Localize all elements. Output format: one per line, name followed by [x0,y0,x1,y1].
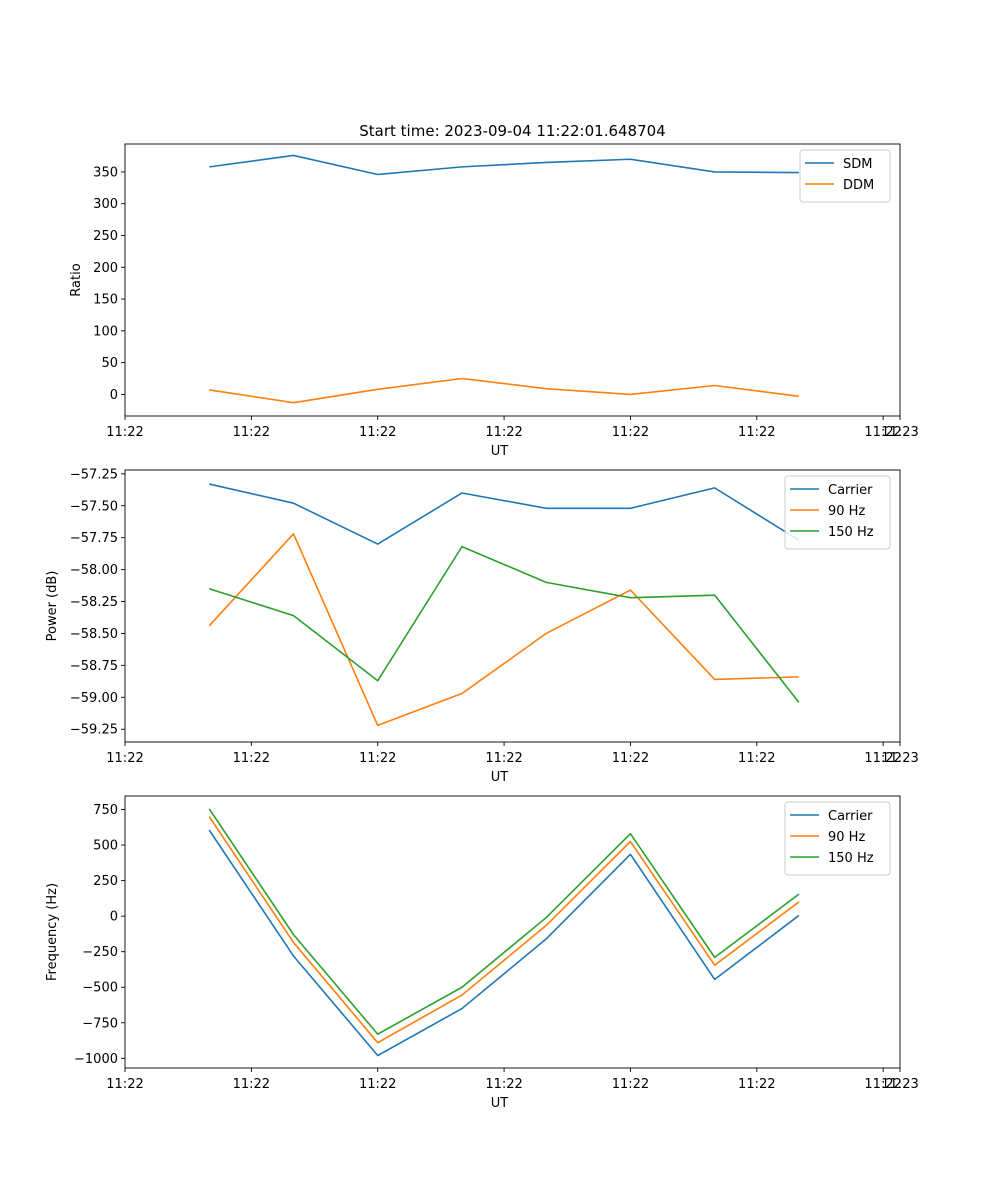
y-tick-label: −59.00 [70,691,118,706]
y-tick-label: −58.00 [70,563,118,578]
x-tick-label: 11:22 [612,1077,649,1092]
chart-panel-2: 11:22 11:22 11:22 11:22 11:22 11:22 11:2211:23… [45,467,919,785]
chart-panel-1: 11:22 11:22 11:22 11:22 11:22 11:22 11:2211:23… [69,143,919,459]
y-tick-label: 750 [93,803,118,818]
x-tick-label: 11:22 [864,751,901,766]
legend: Carrier 90 Hz 150 Hz [784,801,891,876]
y-tick-label: 250 [93,229,118,244]
x-tick-label: 11:22 [485,751,522,766]
x-tick-label: 11:22 [738,751,775,766]
x-tick-label: 11:22 [359,1077,396,1092]
legend-label: SDM [843,157,872,172]
x-tick-label: 11:22 [612,751,649,766]
series-line-ddm [209,377,800,404]
y-tick-label: 0 [110,910,118,925]
x-tick-label: 11:23 [881,751,918,766]
x-tick-label: 11:22 [612,425,649,440]
x-tick-label: 11:22 [233,751,270,766]
x-tick-label: 11:22 [106,751,143,766]
y-tick-label: −750 [82,1016,118,1031]
x-axis-label: UT [491,770,509,785]
x-tick-label: 11:22 [864,425,901,440]
series-line-90-hz [208,816,800,1044]
y-tick-label: −59.25 [70,723,118,738]
series-line-150-hz [208,808,800,1035]
series-line-90-hz [208,533,799,727]
legend: Carrier 90 Hz 150 Hz [784,475,891,550]
x-tick-label: 11:23 [881,1077,918,1092]
y-tick-label: −1000 [74,1052,118,1067]
y-tick-label: 350 [93,165,118,180]
y-tick-label: −250 [82,945,118,960]
x-tick-label: 11:22 [485,425,522,440]
y-tick-label: 500 [93,839,118,854]
series-line-sdm [209,154,799,176]
y-tick-label: −57.50 [70,499,118,514]
figure-title: Start time: 2023-09-04 11:22:01.648704 [359,122,665,140]
series-line-carrier [209,483,800,545]
y-tick-label: −58.25 [70,595,118,610]
x-tick-label: 11:23 [881,425,918,440]
legend-label: Carrier [828,483,873,498]
x-tick-label: 11:22 [106,425,143,440]
axes-frame [124,795,901,1069]
legend-label: 90 Hz [828,504,865,519]
y-tick-label: 150 [93,293,118,308]
x-axis-label: UT [491,1096,509,1111]
y-tick-label: 0 [110,388,118,403]
y-axis-label: Power (dB) [45,571,60,642]
x-tick-label: 11:22 [738,1077,775,1092]
y-tick-label: 250 [93,874,118,889]
series-line-150-hz [208,545,800,703]
y-tick-label: −57.25 [70,467,118,482]
legend-label: 90 Hz [828,830,865,845]
y-axis-label: Frequency (Hz) [45,883,60,981]
x-tick-label: 11:22 [738,425,775,440]
axes-frame [124,143,901,417]
legend-label: 150 Hz [828,851,874,866]
y-tick-label: −500 [82,981,118,996]
y-tick-label: −58.75 [70,659,118,674]
axes-frame [124,469,901,743]
legend: SDM DDM [799,149,891,203]
x-tick-label: 11:22 [233,425,270,440]
y-axis-label: Ratio [69,263,84,296]
x-tick-label: 11:22 [485,1077,522,1092]
legend-label: Carrier [828,809,873,824]
x-tick-label: 11:22 [233,1077,270,1092]
y-tick-label: 300 [93,197,118,212]
y-tick-label: 100 [93,324,118,339]
x-tick-label: 11:22 [864,1077,901,1092]
y-tick-label: 200 [93,261,118,276]
legend-label: 150 Hz [828,525,874,540]
x-tick-label: 11:22 [359,751,396,766]
legend-label: DDM [843,178,874,193]
y-tick-label: 50 [101,356,118,371]
series-line-carrier [208,829,800,1057]
x-axis-label: UT [491,444,509,459]
y-tick-label: −57.75 [70,531,118,546]
x-tick-label: 11:22 [106,1077,143,1092]
x-tick-label: 11:22 [359,425,396,440]
chart-panel-3: 11:22 11:22 11:22 11:22 11:22 11:22 11:2211:23… [45,795,919,1111]
y-tick-label: −58.50 [70,627,118,642]
